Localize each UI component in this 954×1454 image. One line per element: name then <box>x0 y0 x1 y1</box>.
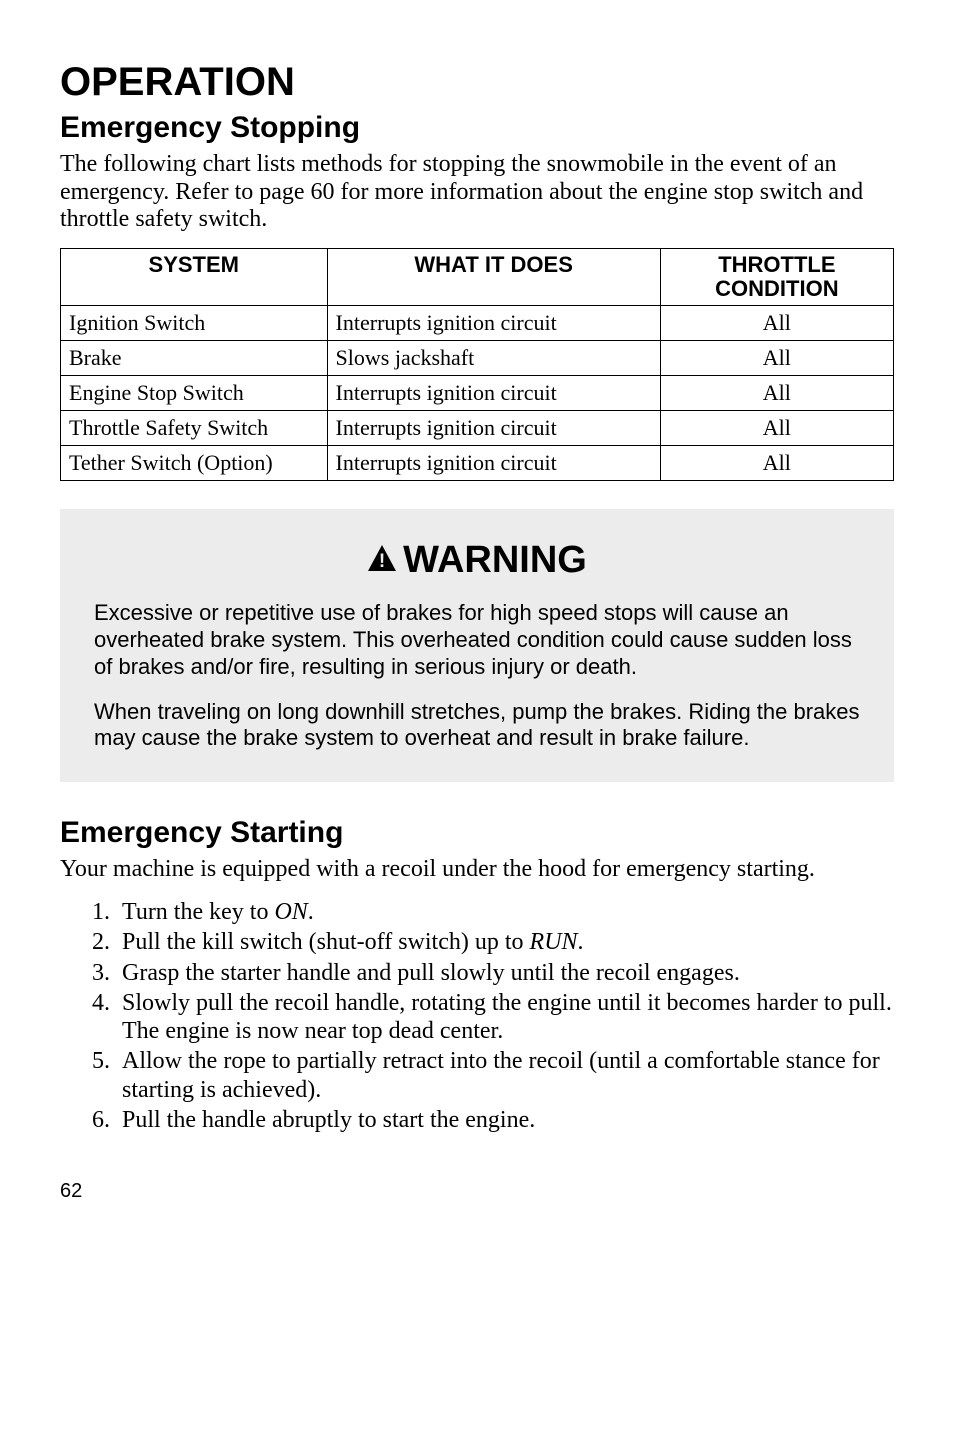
warning-p1: Excessive or repetitive use of brakes fo… <box>94 600 860 680</box>
cell-throttle: All <box>660 376 893 411</box>
step-italic: RUN <box>530 929 578 955</box>
cell-what: Interrupts ignition circuit <box>327 446 660 481</box>
col-system: SYSTEM <box>61 248 328 305</box>
table-row: Ignition Switch Interrupts ignition circ… <box>61 306 894 341</box>
steps-list: Turn the key to ON. Pull the kill switch… <box>60 898 894 1135</box>
list-item: Allow the rope to partially retract into… <box>116 1047 894 1104</box>
col-throttle: THROTTLE CONDITION <box>660 248 893 305</box>
systems-table: SYSTEM WHAT IT DOES THROTTLE CONDITION I… <box>60 248 894 481</box>
emergency-starting-title: Emergency Starting <box>60 816 894 850</box>
step-text: Turn the key to <box>122 899 274 925</box>
cell-throttle: All <box>660 411 893 446</box>
warning-p2: When traveling on long downhill stretche… <box>94 699 860 753</box>
cell-system: Ignition Switch <box>61 306 328 341</box>
cell-throttle: All <box>660 446 893 481</box>
section-title: OPERATION <box>60 60 894 105</box>
cell-system: Brake <box>61 341 328 376</box>
list-item: Pull the kill switch (shut-off switch) u… <box>116 928 894 956</box>
cell-what: Interrupts ignition circuit <box>327 411 660 446</box>
emergency-stopping-title: Emergency Stopping <box>60 111 894 145</box>
list-item: Turn the key to ON. <box>116 898 894 926</box>
cell-throttle: All <box>660 341 893 376</box>
step-italic: ON <box>274 899 307 925</box>
warning-title: ! WARNING <box>94 539 860 582</box>
emergency-stopping-intro: The following chart lists methods for st… <box>60 151 894 234</box>
cell-throttle: All <box>660 306 893 341</box>
warning-title-text: WARNING <box>403 539 587 582</box>
emergency-starting-intro: Your machine is equipped with a recoil u… <box>60 856 894 884</box>
cell-what: Interrupts ignition circuit <box>327 306 660 341</box>
table-row: Throttle Safety Switch Interrupts igniti… <box>61 411 894 446</box>
table-row: Tether Switch (Option) Interrupts igniti… <box>61 446 894 481</box>
step-text: . <box>308 899 314 925</box>
step-text: . <box>578 929 584 955</box>
warning-box: ! WARNING Excessive or repetitive use of… <box>60 509 894 782</box>
cell-system: Engine Stop Switch <box>61 376 328 411</box>
cell-what: Slows jackshaft <box>327 341 660 376</box>
svg-text:!: ! <box>379 551 385 572</box>
table-header-row: SYSTEM WHAT IT DOES THROTTLE CONDITION <box>61 248 894 305</box>
cell-system: Throttle Safety Switch <box>61 411 328 446</box>
table-row: Engine Stop Switch Interrupts ignition c… <box>61 376 894 411</box>
list-item: Pull the handle abruptly to start the en… <box>116 1106 894 1134</box>
page-number: 62 <box>60 1180 894 1203</box>
table-row: Brake Slows jackshaft All <box>61 341 894 376</box>
list-item: Grasp the starter handle and pull slowly… <box>116 959 894 987</box>
col-what: WHAT IT DOES <box>327 248 660 305</box>
list-item: Slowly pull the recoil handle, rotating … <box>116 989 894 1046</box>
step-text: Pull the kill switch (shut-off switch) u… <box>122 929 530 955</box>
cell-system: Tether Switch (Option) <box>61 446 328 481</box>
cell-what: Interrupts ignition circuit <box>327 376 660 411</box>
warning-triangle-icon: ! <box>367 539 397 582</box>
